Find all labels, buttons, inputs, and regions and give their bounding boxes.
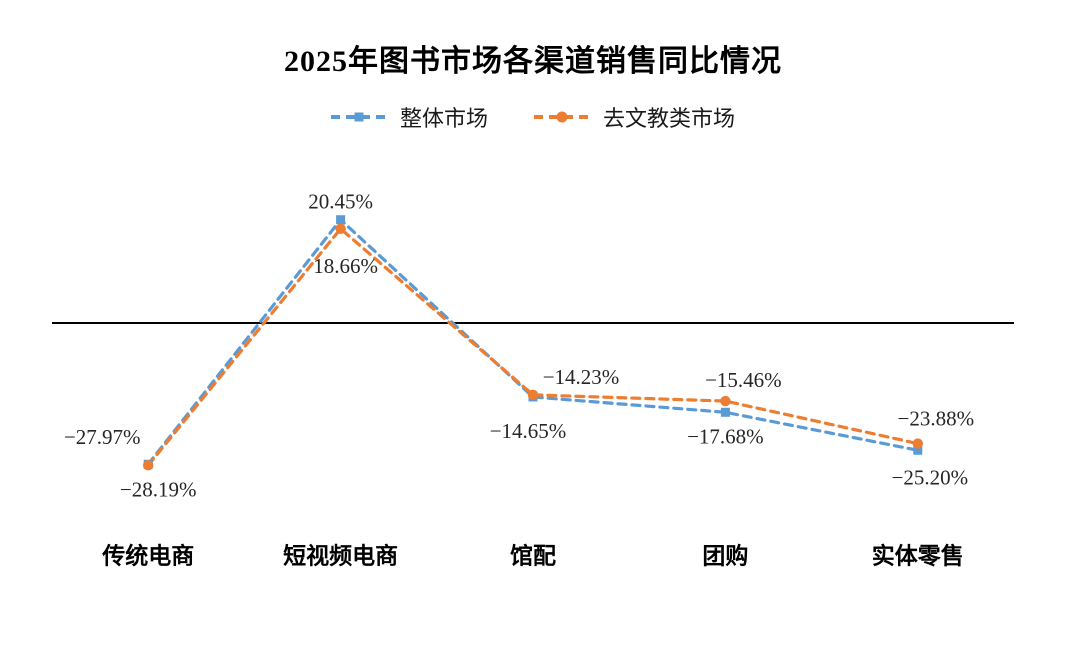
category-label-4: 实体零售 bbox=[872, 543, 964, 569]
legend: 整体市场 去文教类市场 bbox=[0, 101, 1066, 133]
data-label-1-0: −28.19% bbox=[120, 477, 197, 501]
data-label-1-1: 18.66% bbox=[313, 254, 378, 278]
data-point-1-3 bbox=[720, 395, 731, 407]
data-point-1-2 bbox=[527, 389, 539, 401]
category-label-0: 传统电商 bbox=[101, 543, 194, 569]
category-label-3: 团购 bbox=[702, 544, 748, 569]
data-point-0-1 bbox=[336, 215, 346, 225]
data-label-1-4: −23.88% bbox=[898, 407, 975, 431]
square-marker-icon bbox=[354, 112, 364, 122]
data-label-0-0: −27.97% bbox=[64, 425, 141, 449]
data-label-0-3: −17.68% bbox=[687, 424, 764, 448]
data-point-1-1 bbox=[335, 223, 346, 234]
legend-item-excl-edu-market: 去文教类市场 bbox=[534, 101, 735, 133]
legend-swatch-dashed-line-icon bbox=[534, 111, 590, 123]
data-point-1-0 bbox=[143, 460, 154, 471]
data-label-0-4: −25.20% bbox=[892, 465, 969, 489]
data-label-1-3: −15.46% bbox=[705, 368, 782, 392]
data-label-1-2: −14.23% bbox=[543, 365, 620, 389]
legend-item-overall-market: 整体市场 bbox=[330, 101, 488, 133]
legend-label-overall-market: 整体市场 bbox=[399, 106, 488, 131]
data-label-0-1: 20.45% bbox=[308, 190, 373, 214]
circle-marker-icon bbox=[556, 111, 568, 123]
legend-swatch-dashed-line-icon bbox=[330, 111, 387, 123]
data-point-0-3 bbox=[720, 407, 730, 417]
category-label-2: 馆配 bbox=[510, 543, 556, 569]
category-label-1: 短视频电商 bbox=[283, 543, 398, 569]
chart-title: 2025年图书市场各渠道销售同比情况 bbox=[284, 45, 782, 78]
data-label-0-2: −14.65% bbox=[490, 419, 567, 443]
legend-label-excl-edu-market: 去文教类市场 bbox=[603, 106, 736, 131]
data-point-0-4 bbox=[913, 445, 923, 455]
data-point-1-4 bbox=[912, 438, 923, 449]
